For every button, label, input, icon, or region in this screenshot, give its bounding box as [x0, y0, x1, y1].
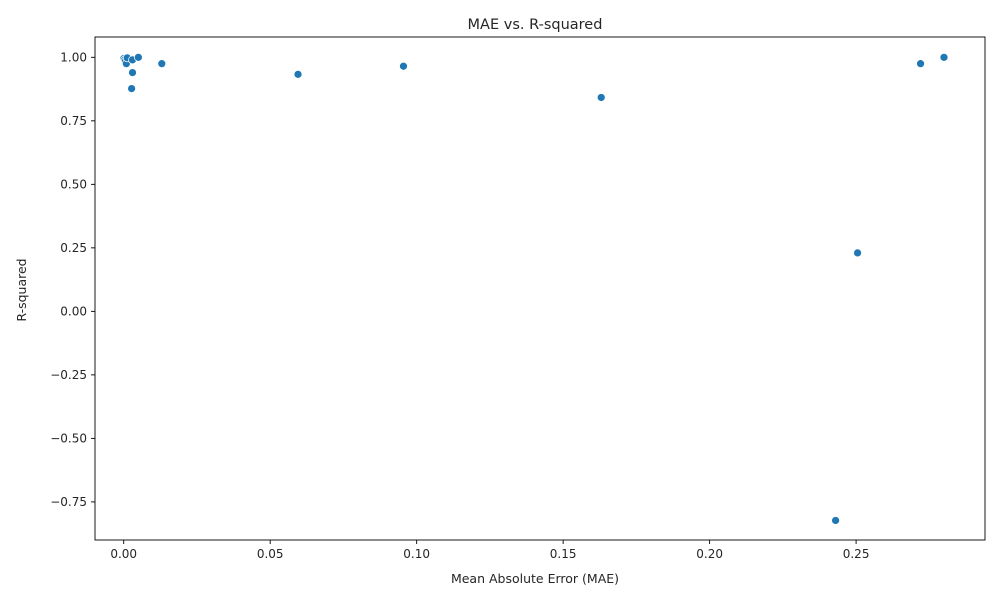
y-axis-label: R-squared — [14, 258, 29, 321]
scatter-points — [119, 52, 949, 525]
data-point — [293, 69, 303, 79]
plot-frame — [94, 36, 986, 541]
y-tick-label: 0.75 — [60, 114, 87, 128]
y-tick-label: −0.25 — [50, 368, 87, 382]
x-tick-label: 0.05 — [257, 547, 284, 561]
data-point — [133, 52, 143, 62]
x-tick-label: 0.20 — [696, 547, 723, 561]
x-axis-label: Mean Absolute Error (MAE) — [451, 571, 619, 586]
data-point — [596, 93, 606, 102]
data-point — [128, 68, 137, 77]
y-tick-label: 0.50 — [60, 177, 87, 191]
plot-axes: 0.00 0.05 0.10 0.15 0.20 0.25 −0.75 −0.50 −0.25 0… — [50, 36, 986, 561]
x-tick-label: 0.00 — [110, 547, 137, 561]
y-tick-label: −0.50 — [50, 431, 87, 445]
chart-title: MAE vs. R-squared — [468, 17, 603, 33]
data-point — [939, 52, 949, 62]
data-point — [916, 59, 925, 69]
y-tick-label: 0.25 — [60, 241, 87, 255]
x-tick-label: 0.10 — [403, 547, 430, 561]
data-point — [127, 84, 136, 93]
data-point — [157, 59, 167, 69]
y-tick-label: 1.00 — [60, 50, 87, 64]
y-tick-label: −0.75 — [50, 495, 87, 509]
data-point — [399, 61, 408, 71]
x-tick-label: 0.25 — [843, 547, 870, 561]
x-tick-label: 0.15 — [550, 547, 577, 561]
data-point — [831, 516, 840, 525]
data-point — [853, 248, 862, 258]
y-tick-label: 0.00 — [60, 304, 87, 318]
